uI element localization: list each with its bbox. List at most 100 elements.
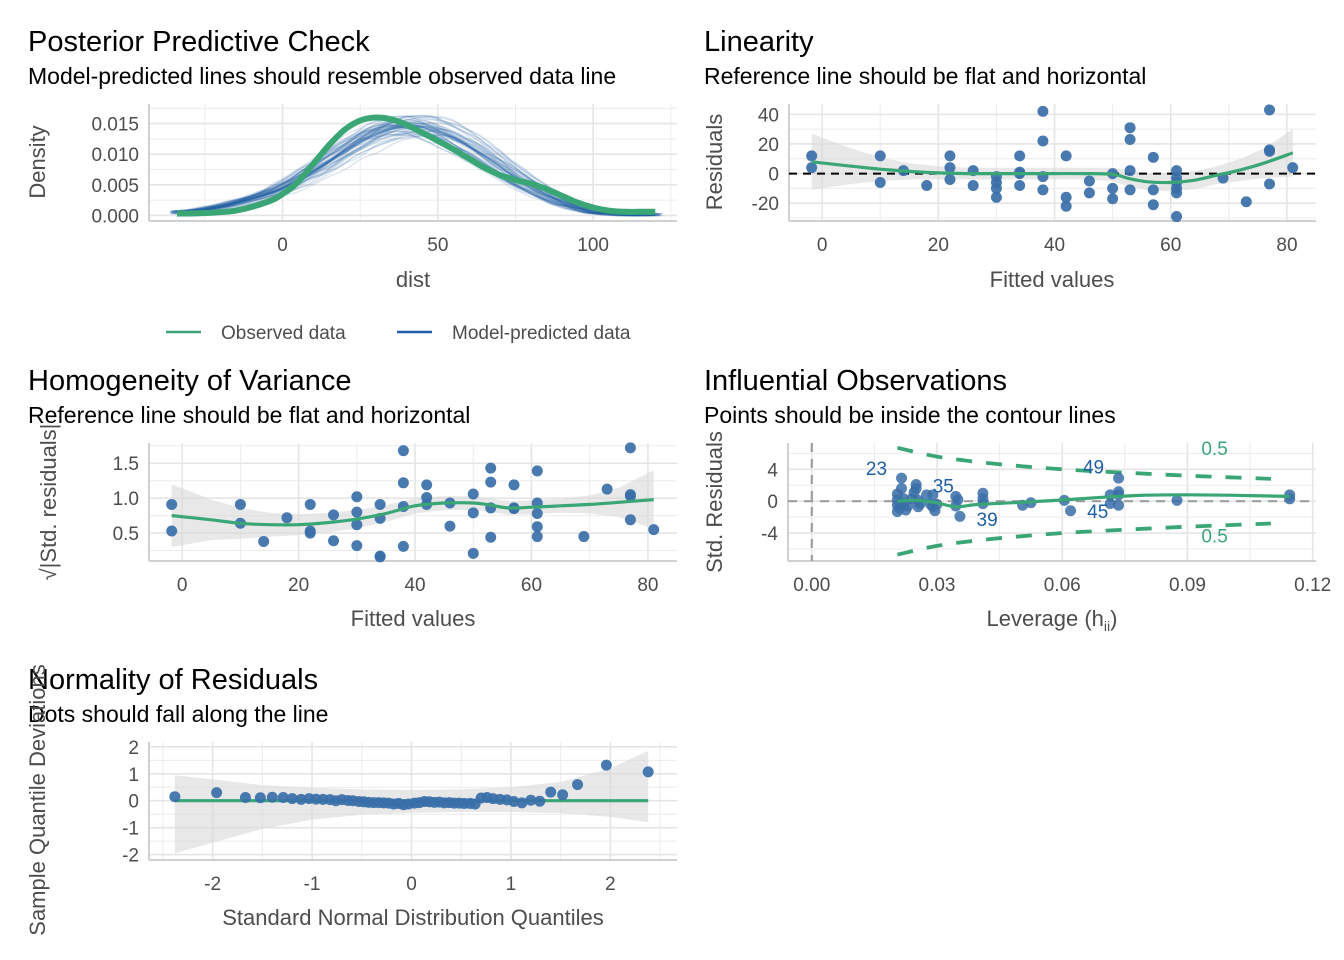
homogeneity-y-axis-title: √|Std. residuals| — [36, 424, 61, 581]
homogeneity-subtitle: Reference line should be flat and horizo… — [28, 402, 470, 428]
qq-point — [545, 786, 557, 798]
cooks-distance-contour-upper — [897, 445, 1271, 481]
leverage-point — [927, 489, 939, 501]
residual-point — [1060, 200, 1072, 212]
std-residual-point — [467, 547, 479, 559]
residual-point — [990, 182, 1002, 194]
homogeneity-title: Homogeneity of Variance — [28, 365, 351, 397]
std-residual-point — [328, 509, 340, 521]
contour-level-label: 0.5 — [1201, 527, 1227, 548]
residual-point — [1083, 187, 1095, 199]
qq-point — [286, 793, 298, 805]
residual-point — [1037, 184, 1049, 196]
std-residual-point — [397, 477, 409, 489]
homogeneity-x-ticks: 0 20 40 60 80 — [177, 575, 659, 596]
std-residual-point — [444, 520, 456, 532]
legend-observed-label: Observed data — [221, 323, 346, 344]
std-residual-point — [304, 498, 316, 510]
x-tick-label: -1 — [304, 874, 321, 895]
residual-point — [1171, 211, 1183, 223]
std-residual-point — [624, 514, 636, 526]
residual-point — [874, 176, 886, 188]
normality-subtitle: Dots should fall along the line — [28, 701, 328, 727]
homogeneity-x-axis-title: Fitted values — [351, 606, 476, 631]
std-residual-point — [578, 531, 590, 543]
qq-point — [295, 793, 307, 805]
legend-predicted-label: Model-predicted data — [452, 323, 631, 344]
y-tick-label: 0.015 — [91, 115, 139, 136]
linearity-y-axis-title: Residuals — [702, 114, 727, 211]
y-tick-label: 0.000 — [91, 206, 139, 227]
residual-point — [1264, 178, 1276, 190]
residual-point — [1124, 184, 1136, 196]
ppc-x-axis-title: dist — [396, 267, 430, 292]
qq-point — [642, 766, 654, 778]
residual-point — [1124, 134, 1136, 146]
loess-line — [897, 493, 1290, 509]
x-tick-label: 0.03 — [919, 575, 956, 596]
residual-point — [1287, 162, 1299, 174]
observed-density-line — [176, 114, 656, 217]
x-tick-label: 0.06 — [1044, 575, 1081, 596]
x-tick-label: -2 — [204, 874, 221, 895]
std-residual-point — [485, 462, 497, 474]
predicted-density-line — [174, 120, 653, 216]
residual-point — [967, 179, 979, 191]
normality-x-ticks: -2 -1 0 1 2 — [204, 874, 615, 895]
x-tick-label: 0 — [817, 235, 828, 256]
ppc-plot-area — [169, 114, 664, 217]
leverage-point — [1171, 494, 1183, 506]
qq-point — [516, 797, 528, 809]
residual-point — [1060, 191, 1072, 203]
residual-point — [806, 162, 818, 174]
normality-y-ticks: -2 -1 0 1 2 — [122, 738, 139, 867]
qq-point — [277, 791, 289, 803]
homogeneity-plot-area — [166, 442, 660, 563]
std-residual-point — [624, 490, 636, 502]
loess-line — [811, 151, 1294, 185]
residual-point — [944, 150, 956, 162]
residual-point — [1037, 135, 1049, 147]
y-tick-label: 0 — [768, 165, 779, 186]
x-tick-label: 0 — [177, 575, 188, 596]
leverage-point — [910, 478, 922, 490]
leverage-point — [1065, 505, 1077, 517]
residual-point — [1264, 145, 1276, 157]
y-tick-label: -2 — [122, 846, 139, 867]
panel-influential-observations: Influential Observations Points should b… — [702, 365, 1331, 634]
predicted-density-line — [170, 134, 649, 217]
qq-point — [600, 759, 612, 771]
predicted-density-line — [169, 130, 648, 216]
std-residual-point — [531, 521, 543, 533]
y-tick-label: -1 — [122, 819, 139, 840]
loess-confidence-band — [171, 470, 654, 547]
x-tick-label: 50 — [427, 235, 448, 256]
x-tick-label: 20 — [928, 235, 949, 256]
y-tick-label: 40 — [758, 105, 779, 126]
residual-point — [1014, 150, 1026, 162]
ppc-gridlines — [148, 104, 677, 222]
std-residual-point — [258, 535, 270, 547]
x-tick-label: 2 — [605, 874, 616, 895]
std-residual-point — [624, 442, 636, 454]
qq-point — [239, 791, 251, 803]
x-tick-label: 1 — [506, 874, 517, 895]
homogeneity-y-ticks: 0.5 1.0 1.5 — [113, 454, 139, 545]
residual-point — [944, 174, 956, 186]
predicted-density-line — [172, 123, 651, 217]
qq-point — [169, 791, 181, 803]
cooks-distance-contour-lower — [897, 521, 1271, 557]
std-residual-point — [374, 551, 386, 563]
residual-point — [1107, 182, 1119, 194]
leverage-point — [954, 510, 966, 522]
ppc-title: Posterior Predictive Check — [28, 26, 370, 58]
y-tick-label: 20 — [758, 135, 779, 156]
std-residual-point — [531, 531, 543, 543]
std-residual-point — [397, 540, 409, 552]
normality-y-axis-title: Sample Quantile Deviations — [25, 664, 50, 935]
x-tick-label: 40 — [1044, 235, 1065, 256]
residual-point — [1037, 105, 1049, 117]
std-residual-point — [531, 508, 543, 520]
influential-plot-area: 23 35 39 45 49 0.5 0.5 — [788, 439, 1316, 561]
leverage-point — [952, 494, 964, 506]
